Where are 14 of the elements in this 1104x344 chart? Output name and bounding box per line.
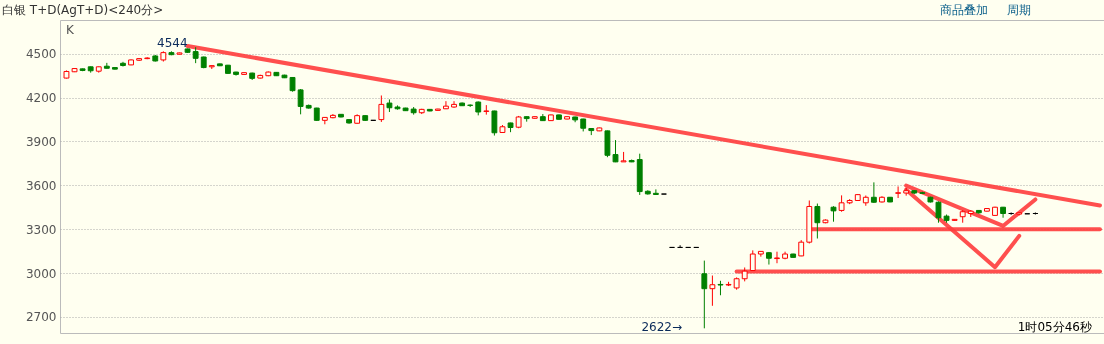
y-tick-label: 4500: [25, 47, 57, 62]
y-tick-label: 4200: [25, 91, 57, 106]
annotation: K: [66, 23, 75, 37]
y-tick-label: 3300: [25, 222, 57, 237]
text: 周期: [1007, 3, 1031, 17]
annotation: 1时05分46秒: [1017, 320, 1092, 334]
annotation: 2622→: [641, 320, 682, 334]
annotation: 4544: [157, 36, 188, 51]
text: 商品叠加: [940, 3, 988, 17]
y-tick-label: 3900: [25, 134, 57, 149]
y-tick-label: 2700: [25, 310, 57, 325]
chart-title: 白银 T+D(AgT+D)<240分>: [2, 3, 164, 17]
y-tick-label: 3000: [25, 266, 57, 281]
y-tick-label: 3600: [25, 178, 57, 193]
